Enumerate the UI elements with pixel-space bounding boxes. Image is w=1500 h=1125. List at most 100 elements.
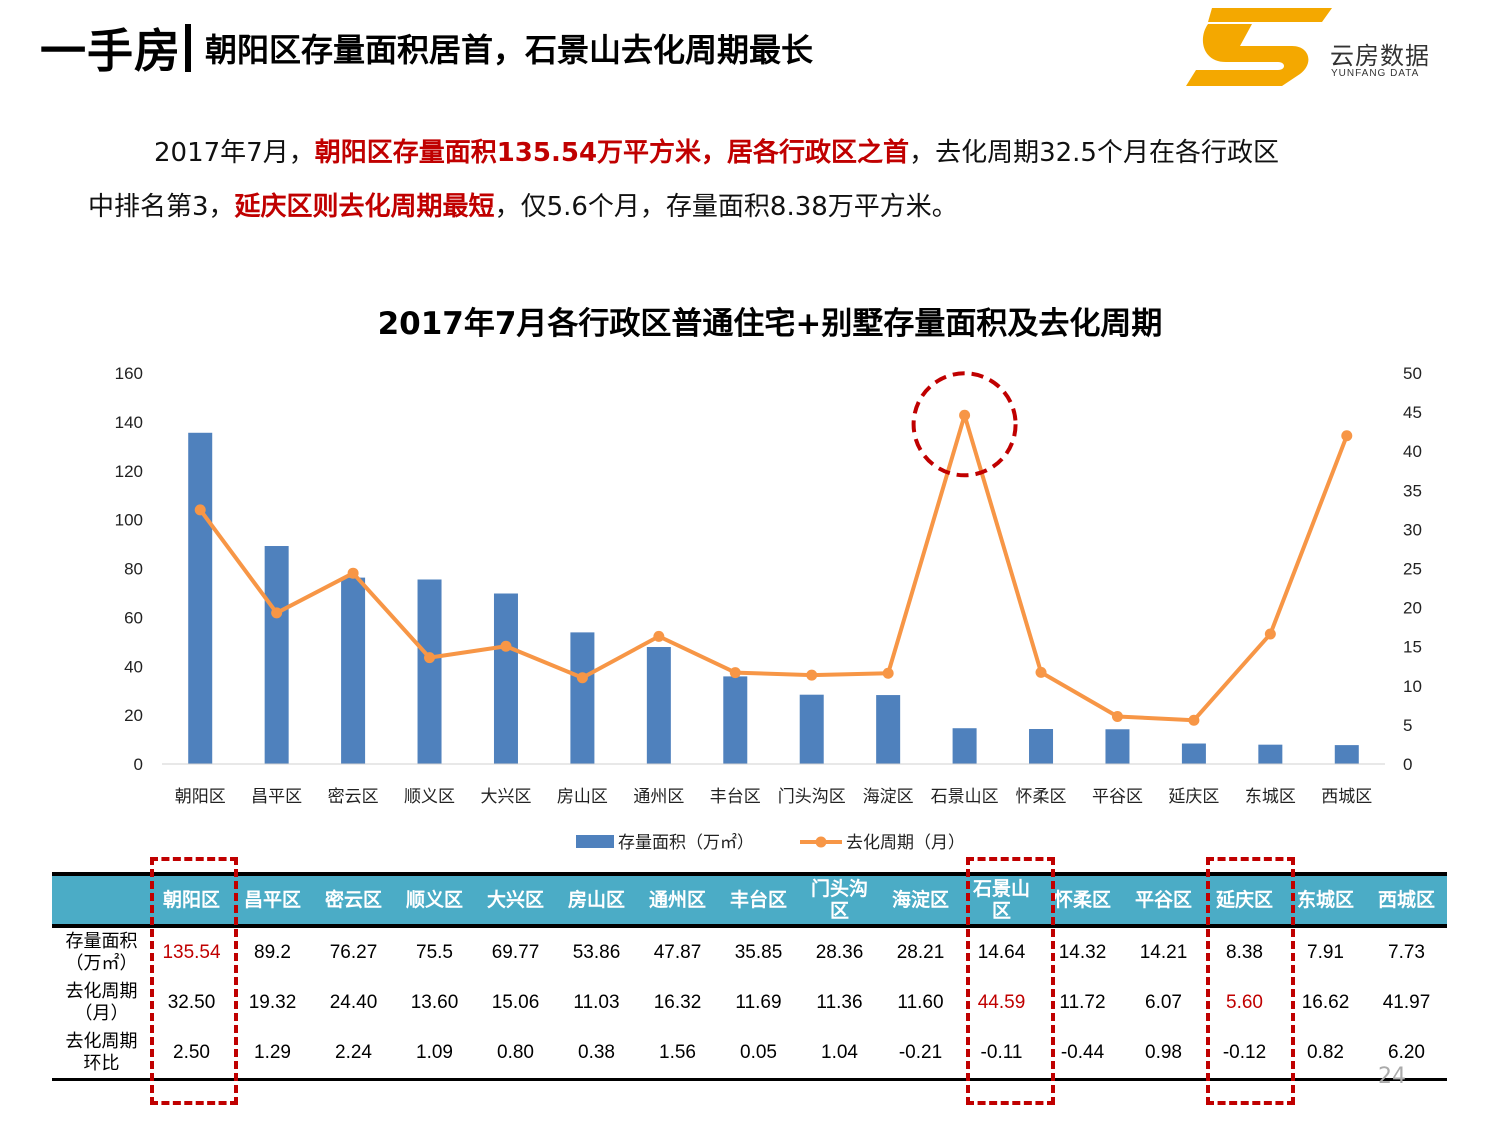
- table-header-cell: 密云区: [324, 889, 382, 911]
- table-cell: 11.36: [816, 991, 863, 1013]
- x-category-label: 顺义区: [404, 787, 455, 807]
- table-cell: 47.87: [653, 941, 702, 963]
- table-cell: 35.85: [734, 941, 783, 963]
- y-right-tick-label: 5: [1403, 716, 1412, 735]
- line-point: [1111, 711, 1123, 723]
- table-cell: 2.24: [335, 1041, 372, 1063]
- table-cell: 69.77: [491, 941, 540, 963]
- table-cell: 135.54: [162, 941, 221, 963]
- table-cell: -0.21: [898, 1041, 943, 1063]
- line-point: [500, 640, 512, 652]
- table-cell: 6.07: [1145, 991, 1182, 1013]
- x-category-label: 房山区: [557, 787, 608, 807]
- y-right-tick-label: 40: [1403, 442, 1422, 461]
- x-category-label: 通州区: [633, 787, 684, 807]
- table-header-cell: 石景山区: [972, 878, 1030, 922]
- table-cell: -0.11: [980, 1041, 1023, 1063]
- table-cell: -0.44: [1060, 1041, 1105, 1063]
- table-cell: 8.38: [1226, 941, 1263, 963]
- bar: [876, 695, 901, 764]
- table-cell: 7.91: [1307, 941, 1344, 963]
- summary-highlight: 朝阳区存量面积135.54万平方米，居各行政区之首: [314, 138, 910, 168]
- highlight-box-shijingshan: [966, 857, 1055, 1105]
- legend-line-marker: [815, 836, 827, 848]
- line-point: [729, 667, 741, 679]
- table-row-label: 存量面积 （万㎡）: [65, 930, 138, 974]
- y-right-tick-label: 15: [1403, 638, 1422, 657]
- y-left-tick-label: 100: [115, 511, 143, 530]
- x-category-label: 延庆区: [1168, 787, 1219, 807]
- table-cell: 53.86: [572, 941, 621, 963]
- table-cell: 16.32: [653, 991, 702, 1013]
- table-header-cell: 西城区: [1377, 889, 1435, 911]
- table-header-cell: 海淀区: [891, 889, 949, 911]
- x-category-label: 昌平区: [251, 787, 302, 807]
- table-header-cell: 房山区: [567, 889, 625, 911]
- page-header: 一手房 朝阳区存量面积居首，石景山去化周期最长: [40, 18, 813, 78]
- table-row: 存量面积 （万㎡） 135.54 89.2 76.27 75.5 69.77 53.86 47.…: [52, 926, 1447, 977]
- yunfang-logo-icon: [1186, 8, 1332, 86]
- y-right-tick-label: 35: [1403, 481, 1422, 500]
- summary-line-2: 中排名第3，延庆区则去化周期最短，仅5.6个月，存量面积8.38万平方米。: [88, 180, 1408, 234]
- x-category-label: 平谷区: [1092, 787, 1143, 807]
- bar: [799, 694, 824, 764]
- x-category-label: 石景山区: [931, 787, 999, 807]
- table-cell: 44.59: [977, 991, 1026, 1013]
- chart-title: 2017年7月各行政区普通住宅+别墅存量面积及去化周期: [377, 306, 1163, 342]
- x-category-label: 丰台区: [710, 787, 761, 807]
- bar: [1334, 745, 1359, 764]
- line-point: [576, 672, 588, 684]
- summary-part: ，仅5.6个月，存量面积8.38万平方米。: [494, 192, 958, 222]
- bar: [493, 593, 518, 764]
- table-header-row: 朝阳区 昌平区 密云区 顺义区 大兴区 房山区 通州区 丰台区 门头沟区 海淀区 石景山区 怀柔区 平谷…: [52, 874, 1447, 926]
- table-cell: 0.05: [740, 1041, 777, 1063]
- table-header-cell: 丰台区: [729, 889, 787, 911]
- bar: [646, 647, 671, 764]
- line-point: [271, 607, 283, 619]
- table-cell: 1.29: [254, 1041, 291, 1063]
- table-header-cell: 门头沟区: [810, 878, 868, 922]
- data-table: 朝阳区 昌平区 密云区 顺义区 大兴区 房山区 通州区 丰台区 门头沟区 海淀区 石景山区 怀柔区 平谷…: [52, 872, 1447, 1081]
- table-cell: 28.36: [815, 941, 864, 963]
- x-category-label: 海淀区: [863, 787, 914, 807]
- table-header-cell: 东城区: [1296, 889, 1354, 911]
- bar: [188, 432, 213, 764]
- y-left-tick-label: 0: [134, 755, 143, 774]
- logo-subtext: YUNFANG DATA: [1331, 68, 1420, 79]
- line-point: [194, 504, 206, 516]
- table-cell: 1.56: [659, 1041, 696, 1063]
- table-header-cell: 延庆区: [1215, 889, 1273, 911]
- line-point: [1264, 628, 1276, 640]
- table-cell: 2.50: [173, 1041, 210, 1063]
- table-cell: 28.21: [896, 941, 945, 963]
- y-left-tick-label: 40: [124, 657, 143, 676]
- y-left-tick-label: 60: [124, 608, 143, 627]
- combo-chart: 0 20 40 60 80 100 120 140 160 0 5 10 15 20 25 30 35 40 45 5…: [115, 364, 1422, 853]
- summary-highlight: 延庆区则去化周期最短: [234, 192, 495, 222]
- line-point: [653, 630, 665, 642]
- bar: [1258, 744, 1283, 764]
- bar: [1029, 729, 1054, 764]
- table-cell: 0.80: [497, 1041, 534, 1063]
- table-cell: 11.60: [897, 991, 944, 1013]
- table-cell: 5.60: [1226, 991, 1263, 1013]
- y-right-tick-label: 20: [1403, 599, 1422, 618]
- bar: [341, 577, 366, 764]
- page-number: 24: [1378, 1064, 1406, 1089]
- table-cell: 13.60: [410, 991, 459, 1013]
- table-cell: 11.03: [573, 991, 620, 1013]
- y-left-tick-label: 160: [115, 364, 143, 383]
- highlight-circle: [911, 371, 1018, 478]
- page-title: 一手房: [40, 24, 181, 78]
- logo-name: 云房数据: [1330, 42, 1430, 70]
- x-category-label: 东城区: [1245, 787, 1296, 807]
- table-header-cell: 怀柔区: [1053, 889, 1111, 911]
- y-right-tick-label: 50: [1403, 364, 1422, 383]
- x-category-label: 朝阳区: [175, 787, 226, 807]
- table-row: 去化周期 环比 2.50 1.29 2.24 1.09 0.80 0.38 1.56 0.05 1.…: [52, 1028, 1447, 1079]
- x-category-label: 怀柔区: [1016, 787, 1067, 807]
- table-header-cell: 顺义区: [405, 889, 463, 911]
- table-header-cell: 朝阳区: [162, 889, 220, 911]
- table-cell: 75.5: [416, 941, 453, 963]
- line-point: [347, 567, 359, 579]
